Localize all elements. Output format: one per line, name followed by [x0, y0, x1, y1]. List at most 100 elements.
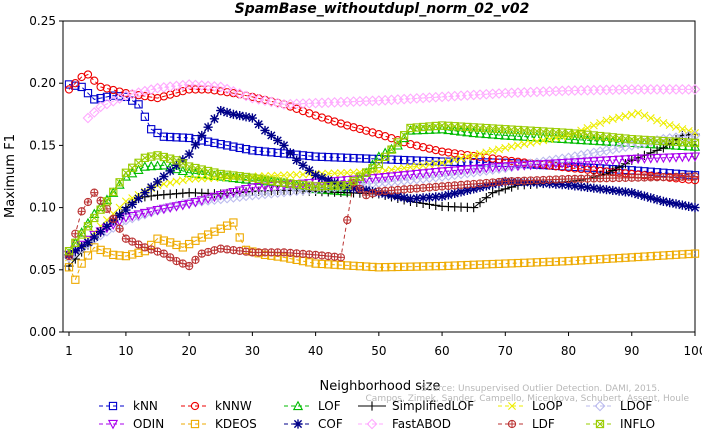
- series-point: [203, 247, 213, 257]
- series-point: [166, 238, 175, 247]
- series-point: [626, 154, 637, 165]
- legend-item-ldof: LDOF: [586, 399, 652, 413]
- x-tick-label: 20: [182, 344, 197, 358]
- series-point: [90, 188, 99, 197]
- series-point: [273, 135, 283, 146]
- series-point: [197, 174, 206, 183]
- series-point: [235, 246, 244, 256]
- series-point: [405, 170, 416, 180]
- series-point: [140, 112, 150, 121]
- series-point: [90, 243, 99, 252]
- series-point: [387, 145, 396, 154]
- series-line-loop: [68, 112, 696, 258]
- legend-item-loop: LoOP: [498, 399, 563, 413]
- series-point: [488, 154, 497, 163]
- series-point: [494, 259, 504, 268]
- series-point: [531, 160, 543, 171]
- series-point: [259, 95, 271, 106]
- series-point: [279, 140, 289, 150]
- series-point: [558, 257, 567, 266]
- x-axis: 1 10 20 30 40 50 60 70 80 90 100: [65, 332, 702, 358]
- series-point: [665, 198, 675, 208]
- series-point: [140, 91, 150, 101]
- series-point: [463, 152, 472, 161]
- legend-label: KDEOS: [215, 417, 257, 431]
- series-point: [228, 188, 239, 198]
- series-point: [368, 154, 377, 163]
- series-point: [601, 156, 612, 166]
- series-point: [570, 164, 580, 173]
- series-point: [550, 154, 562, 166]
- series-point: [266, 182, 277, 192]
- legend-item-lof: LOF: [284, 399, 341, 413]
- series-point: [273, 148, 282, 158]
- series-point: [570, 181, 580, 191]
- y-tick-label: 0.00: [29, 325, 56, 339]
- legend-item-knnw: kNNW: [181, 399, 252, 413]
- series-point: [620, 141, 631, 153]
- series-point: [311, 170, 321, 180]
- series-point: [292, 155, 302, 165]
- series-point: [469, 203, 479, 213]
- series-point: [481, 193, 491, 203]
- series-point: [305, 258, 314, 267]
- legend-label: SimplifiedLOF: [392, 399, 474, 413]
- series-point: [684, 249, 693, 259]
- series-point: [589, 121, 598, 130]
- series-point: [551, 162, 561, 171]
- series-point: [229, 142, 238, 151]
- series-point: [260, 147, 270, 156]
- series-point: [96, 245, 105, 255]
- series-point: [109, 187, 118, 196]
- series-point: [166, 178, 175, 187]
- series-point: [633, 252, 643, 262]
- series-point: [197, 249, 206, 258]
- series-point: [482, 260, 491, 269]
- series-point: [462, 185, 472, 196]
- series-point: [399, 262, 409, 271]
- series-point: [83, 251, 93, 260]
- series-point: [297, 179, 309, 190]
- series-point: [102, 92, 112, 102]
- series-point: [602, 116, 611, 125]
- series-point: [304, 165, 314, 175]
- series-point: [392, 171, 403, 182]
- legend-label: LOF: [318, 399, 341, 413]
- series-point: [298, 160, 308, 170]
- series-point: [493, 129, 505, 140]
- legend-marker: [190, 401, 200, 411]
- legend-marker: [108, 401, 118, 411]
- series-point: [621, 112, 630, 121]
- series-point: [512, 161, 524, 172]
- series-point: [488, 146, 497, 155]
- series-point: [475, 198, 485, 208]
- series-point: [393, 262, 402, 272]
- legend-label: kNNW: [215, 399, 252, 413]
- series-point: [159, 236, 168, 245]
- series-point: [431, 200, 441, 210]
- series-point: [64, 85, 74, 94]
- series-point: [646, 148, 656, 158]
- series-point: [564, 256, 573, 266]
- series-point: [494, 145, 503, 154]
- series-point: [659, 119, 668, 127]
- series-point: [424, 124, 435, 134]
- x-tick-label: 70: [498, 344, 513, 358]
- x-tick-label: 40: [308, 344, 323, 358]
- series-point: [602, 254, 611, 264]
- chart-title: SpamBase_withoutdupl_norm_02_v02: [235, 1, 530, 17]
- series-point: [412, 193, 422, 203]
- series-point: [444, 148, 453, 157]
- series-point: [665, 250, 674, 260]
- series-point: [582, 157, 593, 168]
- series-point: [526, 138, 535, 147]
- series-point: [191, 174, 200, 183]
- series-point: [564, 163, 573, 172]
- series-point: [607, 143, 619, 155]
- series-point: [102, 248, 112, 257]
- series-point: [569, 134, 580, 144]
- series-point: [221, 189, 233, 200]
- series-point: [368, 262, 377, 272]
- series-point: [190, 140, 201, 150]
- series-point: [519, 161, 530, 171]
